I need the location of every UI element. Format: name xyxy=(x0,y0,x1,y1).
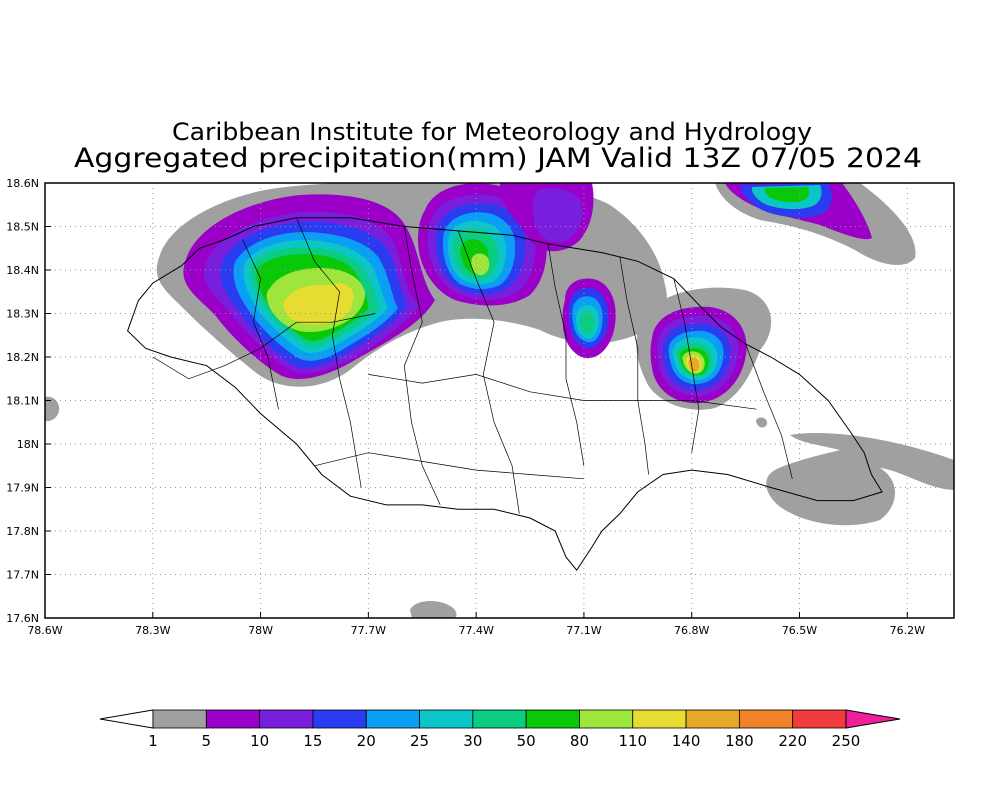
parish-boundary xyxy=(242,239,279,410)
precip-gray-west xyxy=(45,396,60,422)
parish-boundary xyxy=(673,278,700,453)
precip-gray-south xyxy=(410,601,457,618)
precip-cell-western xyxy=(183,194,435,380)
lon-tick-label: 76.5W xyxy=(782,624,817,637)
precip-gray-southeast xyxy=(766,432,954,526)
map-area: 78.6W 78.3W 78W 77.7W 77.4W 77.1W 76.8W 76.5W 76… xyxy=(6,177,955,637)
map-frame xyxy=(44,182,955,619)
colorbar-label: 20 xyxy=(357,732,376,750)
colorbar-swatch xyxy=(632,709,687,729)
colorbar-swatch xyxy=(579,709,634,729)
colorbar-swatch xyxy=(365,709,420,729)
parish-boundary xyxy=(368,374,757,410)
lat-tick-label: 18.6N xyxy=(6,177,39,190)
colorbar-arrow-high xyxy=(845,709,901,729)
colorbar-swatch xyxy=(792,709,847,729)
precip-cell-northeast xyxy=(725,183,872,240)
lat-tick-label: 18.3N xyxy=(6,308,39,321)
colorbar-label: 180 xyxy=(725,732,754,750)
colorbar-swatch xyxy=(312,709,367,729)
colorbar-label: 250 xyxy=(832,732,861,750)
parish-boundary xyxy=(152,313,376,380)
axis-tick-labels: 78.6W 78.3W 78W 77.7W 77.4W 77.1W 76.8W 76.5W 76… xyxy=(6,177,925,637)
colorbar-label: 25 xyxy=(410,732,429,750)
lon-tick-label: 76.8W xyxy=(674,624,709,637)
colorbar-label: 15 xyxy=(303,732,322,750)
lat-tick-label: 17.6N xyxy=(6,612,39,625)
parish-boundary xyxy=(547,243,585,466)
colorbar-label: 1 xyxy=(148,732,158,750)
colorbar-label: 50 xyxy=(517,732,536,750)
colorbar-label: 30 xyxy=(463,732,482,750)
colorbar-swatch xyxy=(472,709,527,729)
colorbar-swatch xyxy=(419,709,474,729)
lat-tick-label: 18.1N xyxy=(6,395,39,408)
parish-boundary xyxy=(457,230,520,514)
lat-tick-label: 18.5N xyxy=(6,221,39,234)
colorbar-swatch xyxy=(738,709,794,729)
colorbar-label: 220 xyxy=(778,732,807,750)
lon-tick-label: 78W xyxy=(248,624,273,637)
colorbar-swatch xyxy=(152,709,207,729)
parish-boundary xyxy=(314,452,584,480)
lat-tick-label: 18.2N xyxy=(6,351,39,364)
lon-tick-label: 76.2W xyxy=(890,624,925,637)
lat-tick-label: 17.9N xyxy=(6,482,39,495)
colorbar-swatch xyxy=(205,709,261,729)
precip-gray-small-east xyxy=(756,417,768,428)
parish-boundary xyxy=(403,226,441,506)
colorbar-arrow-low xyxy=(99,709,154,729)
colorbar-swatch xyxy=(685,709,740,729)
jamaica-coastline xyxy=(127,217,883,572)
parish-boundary xyxy=(296,217,362,488)
colorbar-swatch xyxy=(525,709,580,729)
parish-boundary xyxy=(745,343,793,479)
precip-field xyxy=(45,183,954,618)
lon-tick-label: 77.7W xyxy=(351,624,386,637)
colorbar-swatch xyxy=(259,709,314,729)
lat-tick-label: 18.4N xyxy=(6,264,39,277)
precip-cell-eastern-intense xyxy=(650,306,747,404)
lat-tick-label: 18N xyxy=(17,438,39,451)
lon-tick-label: 77.1W xyxy=(566,624,601,637)
lon-tick-label: 78.6W xyxy=(27,624,62,637)
coastline-outline xyxy=(127,217,883,572)
precip-cell-north-violet xyxy=(533,188,583,243)
colorbar-label: 140 xyxy=(672,732,701,750)
title-line-2: Aggregated precipitation(mm) JAM Valid 1… xyxy=(74,143,922,174)
title-line-1: Caribbean Institute for Meteorology and … xyxy=(172,118,812,146)
colorbar-label: 10 xyxy=(250,732,269,750)
precip-cell-central-north xyxy=(418,183,547,306)
colorbar-label: 5 xyxy=(202,732,212,750)
parish-boundary xyxy=(619,256,649,475)
lon-tick-label: 78.3W xyxy=(135,624,170,637)
precip-cell-east-central xyxy=(562,278,616,359)
lat-tick-label: 17.8N xyxy=(6,525,39,538)
colorbar-label: 110 xyxy=(618,732,647,750)
lon-tick-label: 77.4W xyxy=(458,624,493,637)
precip-colorbar: 1 5 10 15 20 25 30 50 80 110 140 180 220 250 xyxy=(99,709,901,750)
colorbar-label: 80 xyxy=(570,732,589,750)
lat-tick-label: 17.7N xyxy=(6,569,39,582)
